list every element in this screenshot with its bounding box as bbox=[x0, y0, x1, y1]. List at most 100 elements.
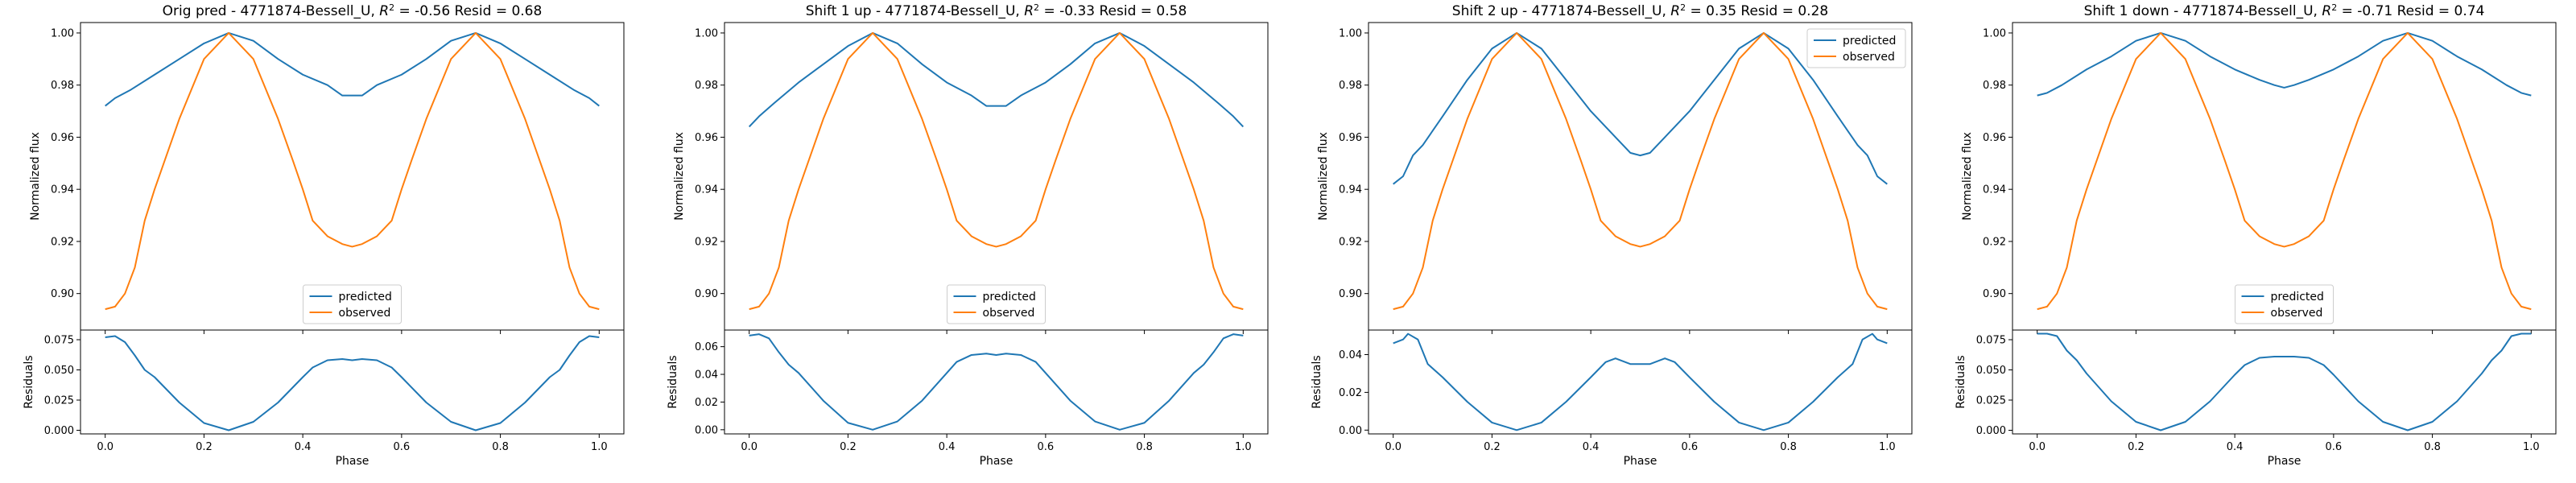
x-axis-label: Phase bbox=[2268, 455, 2301, 468]
main-axes: 0.90 0.92 0.94 0.96 0.98 1.00 Normalized flux p… bbox=[1961, 22, 2557, 334]
legend: predicted observed bbox=[2235, 284, 2334, 324]
series-line-residuals bbox=[1393, 332, 1888, 431]
x-tick-label: 1.0 bbox=[1879, 441, 1896, 453]
y-tick-label: 0.90 bbox=[1339, 288, 1362, 300]
residual-axes: 0.000 0.025 0.050 0.075 0.0 0.2 0.4 0.6 0.8 1.0 Re… bbox=[1955, 329, 2557, 468]
y-axis-label: Normalized flux bbox=[29, 132, 42, 221]
resid-y-tick-label: 0.00 bbox=[695, 424, 718, 436]
x-tick-label: 0.0 bbox=[2029, 441, 2046, 453]
series-line-residuals bbox=[2037, 332, 2532, 431]
title-text-prefix: Shift 2 up - 4771874-Bessell_U, bbox=[1452, 3, 1671, 19]
legend-label-observed: observed bbox=[1843, 51, 1895, 64]
x-tick-label: 0.4 bbox=[939, 441, 956, 453]
subplot-4: Shift 1 down - 4771874-Bessell_U, R2 = -… bbox=[1955, 2, 2557, 468]
resid-y-tick-label: 0.04 bbox=[1339, 349, 1362, 361]
x-tick-label: 0.2 bbox=[2128, 441, 2145, 453]
y-axis-label: Normalized flux bbox=[673, 132, 686, 221]
resid-y-axis-label: Residuals bbox=[1955, 355, 1967, 408]
x-axis-label: Phase bbox=[1624, 455, 1657, 468]
main-plot-frame bbox=[2012, 22, 2557, 331]
y-tick-label: 0.98 bbox=[695, 80, 718, 92]
y-tick-label: 1.00 bbox=[695, 27, 718, 39]
title-text-suffix: = -0.56 Resid = 0.68 bbox=[394, 3, 542, 19]
x-axis-label: Phase bbox=[980, 455, 1013, 468]
chart-title: Orig pred - 4771874-Bessell_U, R2 = -0.5… bbox=[163, 2, 543, 20]
y-tick-label: 0.90 bbox=[695, 288, 718, 300]
x-tick-label: 1.0 bbox=[1235, 441, 1252, 453]
legend-label-predicted: predicted bbox=[2271, 291, 2324, 303]
residual-plot-frame bbox=[2012, 329, 2557, 435]
residual-plot-frame bbox=[724, 329, 1269, 435]
x-tick-label: 1.0 bbox=[2523, 441, 2540, 453]
title-text-suffix: = 0.35 Resid = 0.28 bbox=[1686, 3, 1828, 19]
main-axes: 0.90 0.92 0.94 0.96 0.98 1.00 Normalized flux p… bbox=[1317, 22, 1913, 334]
legend-box bbox=[1806, 28, 1906, 68]
x-tick-label: 0.8 bbox=[1780, 441, 1797, 453]
residual-axes: 0.00 0.02 0.04 0.0 0.2 0.4 0.6 0.8 1.0 Residuals P… bbox=[1311, 329, 1913, 468]
y-tick-label: 0.96 bbox=[695, 132, 718, 144]
x-tick-label: 1.0 bbox=[591, 441, 608, 453]
x-tick-label: 0.6 bbox=[1682, 441, 1699, 453]
series-line-predicted bbox=[748, 31, 1245, 128]
resid-y-tick-label: 0.050 bbox=[1976, 365, 2006, 377]
y-tick-label: 1.00 bbox=[51, 27, 74, 39]
legend-label-predicted: predicted bbox=[1843, 35, 1896, 47]
title-superscript: 2 bbox=[1680, 2, 1686, 13]
resid-y-tick-label: 0.025 bbox=[44, 395, 74, 407]
x-tick-label: 0.6 bbox=[2326, 441, 2343, 453]
legend-box bbox=[303, 284, 402, 324]
resid-y-tick-label: 0.050 bbox=[44, 365, 74, 377]
x-tick-label: 0.6 bbox=[394, 441, 411, 453]
series-line-predicted bbox=[105, 31, 600, 107]
y-tick-label: 0.98 bbox=[1339, 80, 1362, 92]
resid-y-tick-label: 0.000 bbox=[1976, 425, 2006, 437]
residual-axes: 0.00 0.02 0.04 0.06 0.0 0.2 0.4 0.6 0.8 1.0 Residu… bbox=[667, 329, 1269, 468]
subplot-1: Orig pred - 4771874-Bessell_U, R2 = -0.5… bbox=[23, 2, 625, 468]
title-r-symbol: R bbox=[1670, 3, 1680, 19]
x-tick-label: 0.8 bbox=[492, 441, 509, 453]
title-r-symbol: R bbox=[2322, 3, 2331, 19]
x-tick-label: 0.8 bbox=[2424, 441, 2441, 453]
chart-title: Shift 1 down - 4771874-Bessell_U, R2 = -… bbox=[2084, 2, 2485, 20]
x-tick-label: 0.0 bbox=[97, 441, 114, 453]
residual-plot-frame bbox=[1368, 329, 1913, 435]
y-tick-label: 0.94 bbox=[695, 184, 718, 196]
y-tick-label: 0.94 bbox=[1983, 184, 2006, 196]
x-tick-label: 0.4 bbox=[1583, 441, 1600, 453]
resid-y-tick-label: 0.00 bbox=[1339, 425, 1362, 437]
y-axis-label: Normalized flux bbox=[1317, 132, 1330, 221]
chart-title: Shift 1 up - 4771874-Bessell_U, R2 = -0.… bbox=[806, 2, 1187, 20]
y-tick-label: 0.98 bbox=[51, 80, 74, 92]
title-r-symbol: R bbox=[1024, 3, 1034, 19]
resid-y-axis-label: Residuals bbox=[1311, 355, 1323, 408]
x-tick-label: 0.8 bbox=[1136, 441, 1153, 453]
title-text-prefix: Shift 1 up - 4771874-Bessell_U, bbox=[806, 3, 1025, 19]
x-axis-label: Phase bbox=[336, 455, 369, 468]
legend-label-observed: observed bbox=[339, 307, 391, 320]
series-line-predicted bbox=[2037, 31, 2532, 97]
title-superscript: 2 bbox=[389, 2, 394, 13]
x-tick-label: 0.6 bbox=[1038, 441, 1055, 453]
y-tick-label: 1.00 bbox=[1339, 27, 1362, 39]
resid-y-tick-label: 0.025 bbox=[1976, 395, 2006, 407]
resid-y-tick-label: 0.075 bbox=[1976, 335, 2006, 347]
y-tick-label: 1.00 bbox=[1983, 27, 2006, 39]
series-line-observed bbox=[749, 31, 1244, 311]
subplot-3: Shift 2 up - 4771874-Bessell_U, R2 = 0.3… bbox=[1311, 2, 1913, 468]
legend-box bbox=[2235, 284, 2334, 324]
x-tick-label: 0.2 bbox=[196, 441, 213, 453]
y-tick-label: 0.96 bbox=[1339, 132, 1362, 144]
residual-axes: 0.000 0.025 0.050 0.075 0.0 0.2 0.4 0.6 0.8 1.0 Re… bbox=[23, 329, 625, 468]
subplot-2: Shift 1 up - 4771874-Bessell_U, R2 = -0.… bbox=[667, 2, 1269, 468]
title-text-suffix: = -0.71 Resid = 0.74 bbox=[2337, 3, 2484, 19]
y-tick-label: 0.98 bbox=[1983, 80, 2006, 92]
main-axes: 0.90 0.92 0.94 0.96 0.98 1.00 Normalized flux p… bbox=[673, 22, 1269, 334]
legend: predicted observed bbox=[947, 284, 1046, 324]
series-line-predicted bbox=[1393, 31, 1888, 185]
resid-y-tick-label: 0.04 bbox=[695, 369, 718, 382]
legend: predicted observed bbox=[303, 284, 402, 324]
title-r-symbol: R bbox=[379, 3, 389, 19]
x-tick-label: 0.0 bbox=[741, 441, 758, 453]
legend-label-observed: observed bbox=[2271, 307, 2323, 320]
